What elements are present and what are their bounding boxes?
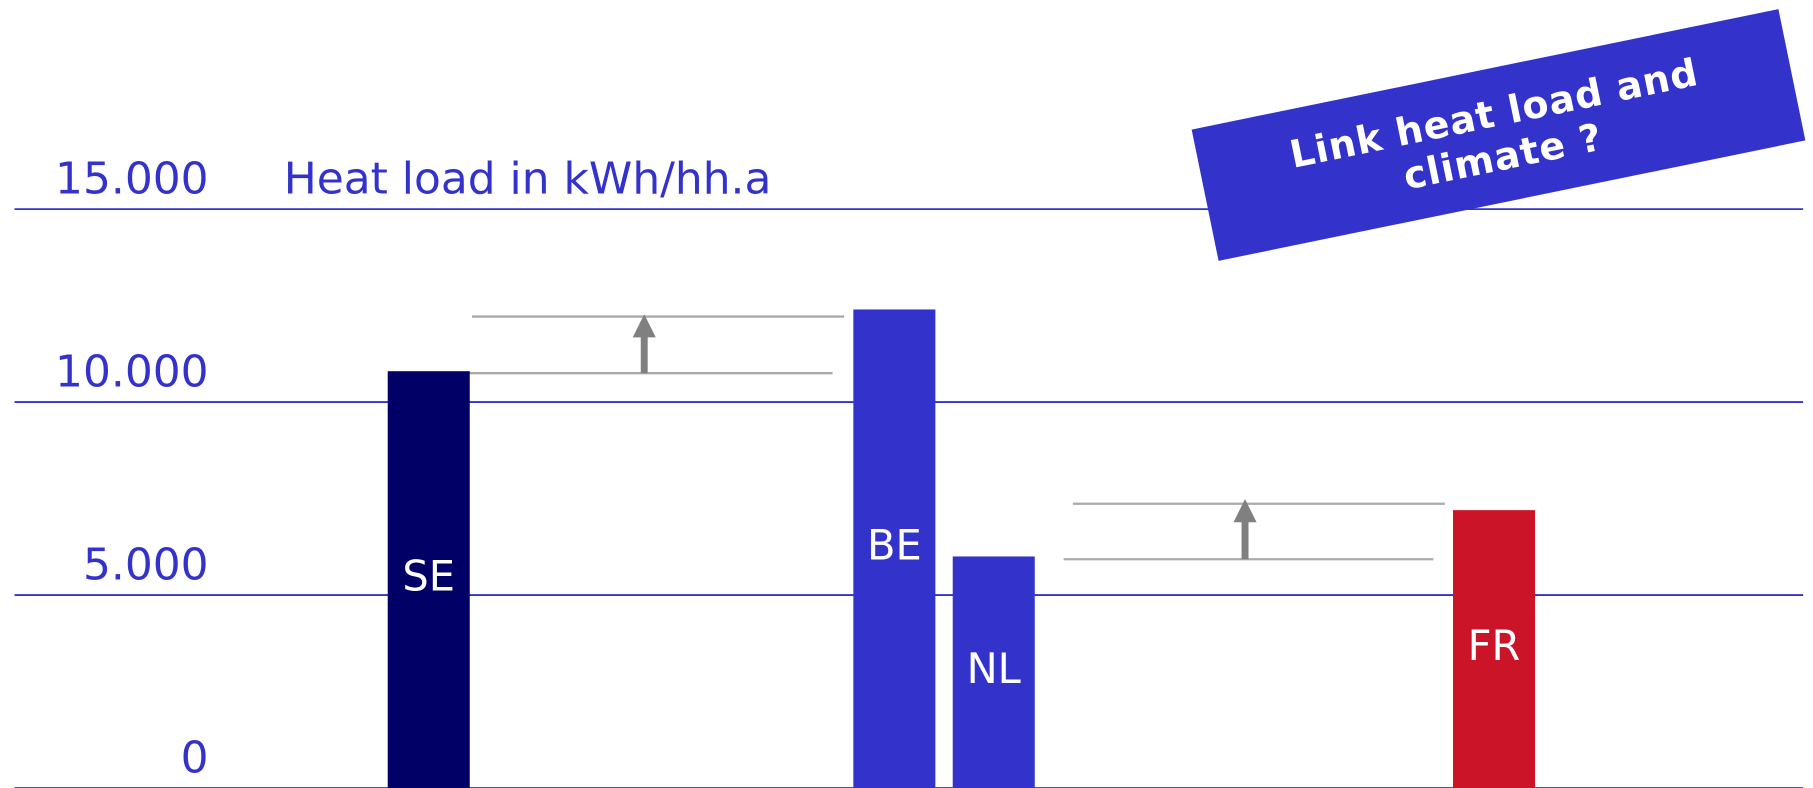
comparison-guides <box>462 315 1445 561</box>
bar-label: NL <box>967 644 1021 693</box>
y-tick-label: 10.000 <box>55 346 209 397</box>
axis-label: Heat load in kWh/hh.a <box>284 153 772 204</box>
y-tick-label: 0 <box>181 732 209 783</box>
arrow-shaft <box>1241 521 1249 560</box>
y-tick-label: 15.000 <box>55 153 209 204</box>
arrow-head <box>1233 499 1257 523</box>
bar <box>853 309 936 788</box>
arrow-head <box>632 314 656 338</box>
arrow-shaft <box>640 335 648 374</box>
bar-label: SE <box>402 552 455 601</box>
y-tick-label: 5.000 <box>83 539 209 590</box>
bar-label: BE <box>867 521 922 570</box>
bar <box>952 556 1035 788</box>
arrows <box>632 314 1257 560</box>
bar <box>387 371 470 788</box>
bar <box>1453 510 1536 788</box>
bar-label: FR <box>1468 621 1521 670</box>
